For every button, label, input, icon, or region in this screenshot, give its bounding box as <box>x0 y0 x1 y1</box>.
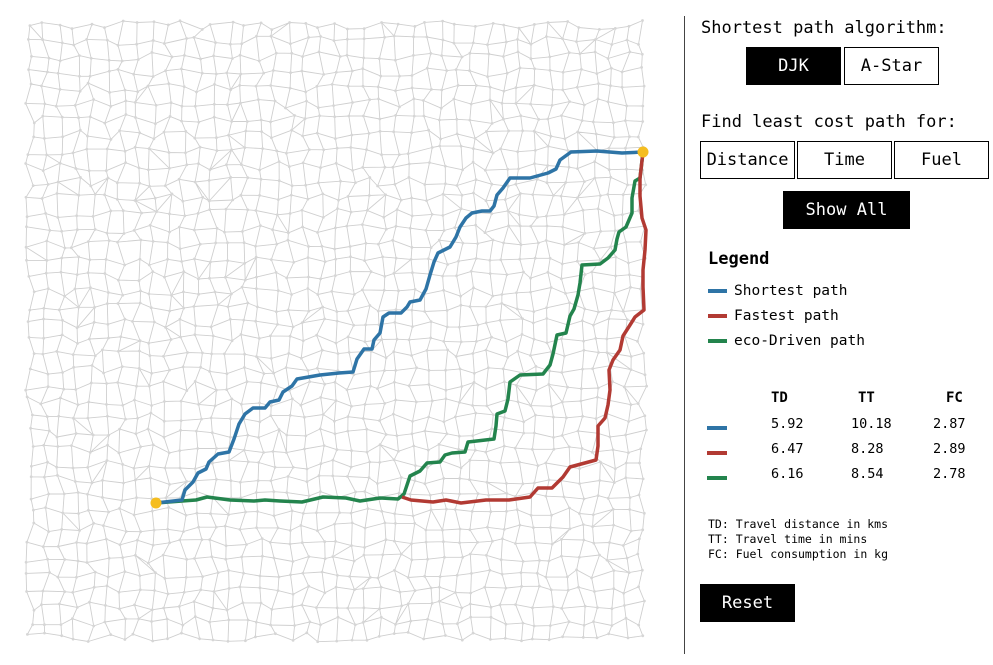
table-row-swatch-shortest <box>707 426 727 430</box>
eco-driven-path-swatch <box>708 339 727 343</box>
fastest-path-line <box>401 151 648 505</box>
table-row-swatch-eco <box>707 476 727 480</box>
time-button[interactable]: Time <box>797 141 892 179</box>
table-cell-td: 6.47 <box>771 441 804 457</box>
cost-heading: Find least cost path for: <box>701 112 957 132</box>
table-cell-tt: 8.54 <box>851 466 884 482</box>
note-tt: TT: Travel time in mins <box>708 532 868 546</box>
panel-divider <box>684 16 685 654</box>
table-cell-td: 5.92 <box>771 416 804 432</box>
table-header-td: TD <box>771 390 788 406</box>
fastest-path-swatch <box>708 314 727 318</box>
end-node-marker[interactable] <box>637 146 649 158</box>
legend-item-shortest: Shortest path <box>708 283 848 299</box>
legend-item-eco: eco-Driven path <box>708 333 865 349</box>
algorithm-heading: Shortest path algorithm: <box>701 18 947 38</box>
table-header-tt: TT <box>858 390 875 406</box>
shortest-path-line <box>155 149 644 505</box>
legend-title: Legend <box>708 249 770 269</box>
road-network-map[interactable] <box>0 0 675 665</box>
table-cell-td: 6.16 <box>771 466 804 482</box>
a-star-button[interactable]: A-Star <box>844 47 939 85</box>
eco-driven-path-line <box>155 151 645 505</box>
table-cell-tt: 10.18 <box>851 416 892 432</box>
start-node-marker[interactable] <box>150 497 162 509</box>
note-td: TD: Travel distance in kms <box>708 517 889 531</box>
table-cell-fc: 2.78 <box>933 466 966 482</box>
table-row-swatch-fastest <box>707 451 727 455</box>
table-header-fc: FC <box>946 390 963 406</box>
reset-button[interactable]: Reset <box>700 584 795 622</box>
fuel-button[interactable]: Fuel <box>894 141 989 179</box>
note-fc: FC: Fuel consumption in kg <box>708 547 889 561</box>
legend-label: Shortest path <box>734 283 848 299</box>
table-cell-tt: 8.28 <box>851 441 884 457</box>
shortest-path-swatch <box>708 289 727 293</box>
legend-item-fastest: Fastest path <box>708 308 839 324</box>
show-all-button[interactable]: Show All <box>783 191 910 229</box>
djk-button[interactable]: DJK <box>746 47 841 85</box>
legend-label: Fastest path <box>734 308 839 324</box>
legend-label: eco-Driven path <box>734 333 865 349</box>
road-network-grid <box>24 19 649 644</box>
table-cell-fc: 2.87 <box>933 416 966 432</box>
distance-button[interactable]: Distance <box>700 141 795 179</box>
table-cell-fc: 2.89 <box>933 441 966 457</box>
